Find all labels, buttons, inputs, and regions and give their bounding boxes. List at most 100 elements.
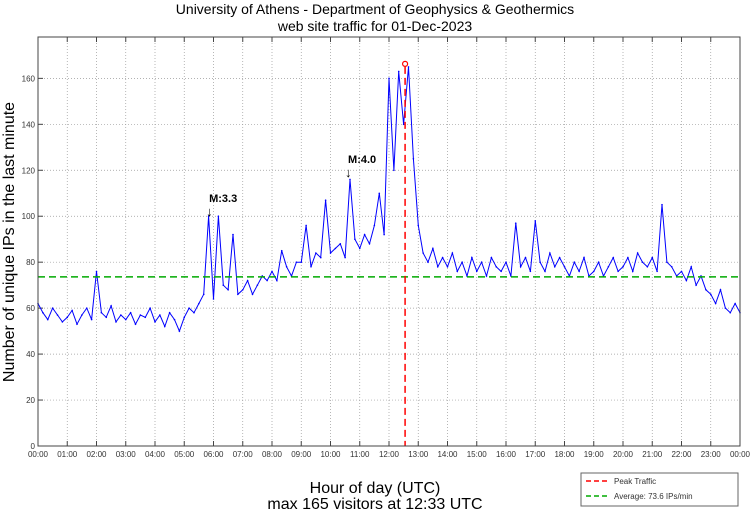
x-axis-label-max: max 165 visitors at 12:33 UTC <box>267 496 482 511</box>
annotation-label: M:4.0 <box>348 154 376 166</box>
data-point <box>276 279 278 282</box>
y-axis-label: Number of unique IPs in the last minute <box>1 102 18 382</box>
data-point <box>719 288 722 291</box>
data-point <box>237 293 239 296</box>
data-point <box>324 199 327 201</box>
data-point <box>612 256 615 259</box>
data-point <box>212 298 215 300</box>
data-point <box>695 284 697 286</box>
x-tick-label: 02:00 <box>86 450 107 459</box>
x-tick-label: 11:00 <box>350 450 370 459</box>
peak-marker <box>401 60 409 67</box>
data-point <box>495 265 498 268</box>
data-point <box>81 314 83 316</box>
plot-frame <box>37 36 741 447</box>
data-point <box>534 220 537 222</box>
data-point <box>432 247 434 250</box>
data-point <box>149 307 151 309</box>
data-point <box>427 261 429 263</box>
data-point <box>446 265 449 268</box>
data-point <box>251 293 254 296</box>
data-point <box>100 311 103 314</box>
data-point <box>105 316 108 319</box>
data-point <box>573 261 576 263</box>
data-point <box>724 307 727 309</box>
y-tick-label: 0 <box>31 442 36 451</box>
data-point <box>168 311 171 314</box>
data-point <box>441 256 444 259</box>
data-point <box>456 270 459 273</box>
data-point <box>56 314 59 316</box>
data-point <box>490 256 493 259</box>
x-tick-label: 13:00 <box>408 450 429 459</box>
x-tick-label: 01:00 <box>57 450 78 459</box>
data-point <box>690 265 693 268</box>
data-point <box>412 157 415 160</box>
data-point <box>46 318 49 321</box>
x-tick-label: 20:00 <box>613 450 634 459</box>
data-point <box>42 311 44 314</box>
data-point <box>134 323 137 326</box>
data-point <box>636 252 639 254</box>
data-point <box>714 302 717 305</box>
data-point <box>144 316 147 319</box>
data-point <box>475 270 478 273</box>
data-point <box>661 203 663 206</box>
data-point <box>627 256 629 259</box>
data-point <box>393 169 395 172</box>
data-point <box>339 242 342 245</box>
x-tick-label: 07:00 <box>233 450 254 459</box>
x-tick-label: 10:00 <box>320 450 341 459</box>
x-tick-label: 23:00 <box>701 450 722 459</box>
data-point <box>154 321 156 323</box>
data-point <box>159 314 161 316</box>
data-point <box>280 249 283 252</box>
x-tick-label: 16:00 <box>496 450 517 459</box>
data-point <box>363 233 366 236</box>
data-point <box>597 261 600 263</box>
data-point <box>305 224 307 227</box>
data-point <box>246 279 249 282</box>
data-point <box>373 224 376 227</box>
y-tick-label: 100 <box>22 212 36 221</box>
data-point <box>354 238 356 241</box>
x-tick-label: 03:00 <box>116 450 137 459</box>
data-point <box>558 256 561 259</box>
data-point <box>641 261 644 263</box>
data-point <box>295 261 298 263</box>
data-point <box>139 314 142 316</box>
data-point <box>319 256 322 259</box>
data-point <box>553 265 556 268</box>
data-point <box>539 261 541 263</box>
x-tick-label: 21:00 <box>642 450 663 459</box>
data-point <box>329 252 332 254</box>
data-point <box>500 270 502 273</box>
data-point <box>71 309 73 312</box>
data-point <box>651 256 654 259</box>
x-tick-label: 09:00 <box>291 450 312 459</box>
data-point <box>709 293 712 296</box>
data-point <box>90 318 93 321</box>
x-tick-label: 00:00 <box>28 450 49 459</box>
data-point <box>705 288 707 291</box>
data-point <box>207 215 210 218</box>
data-point <box>222 284 225 286</box>
data-point <box>95 270 98 273</box>
data-point <box>388 77 390 80</box>
data-point <box>417 224 420 227</box>
data-point <box>402 123 405 126</box>
x-tick-label: 19:00 <box>584 450 605 459</box>
data-point <box>310 265 312 268</box>
x-tick-label: 15:00 <box>467 450 488 459</box>
legend-average-label: Average: 73.6 IPs/min <box>614 492 693 501</box>
data-point <box>407 66 410 68</box>
data-point <box>61 321 64 323</box>
data-point <box>544 270 546 273</box>
data-point <box>315 252 317 254</box>
data-point <box>193 311 195 314</box>
data-point <box>485 275 488 277</box>
data-point <box>227 288 229 291</box>
data-point <box>368 242 371 245</box>
x-axis-label: Hour of day (UTC) <box>310 480 441 497</box>
annotation-arrow-icon: ↓ <box>345 165 352 180</box>
